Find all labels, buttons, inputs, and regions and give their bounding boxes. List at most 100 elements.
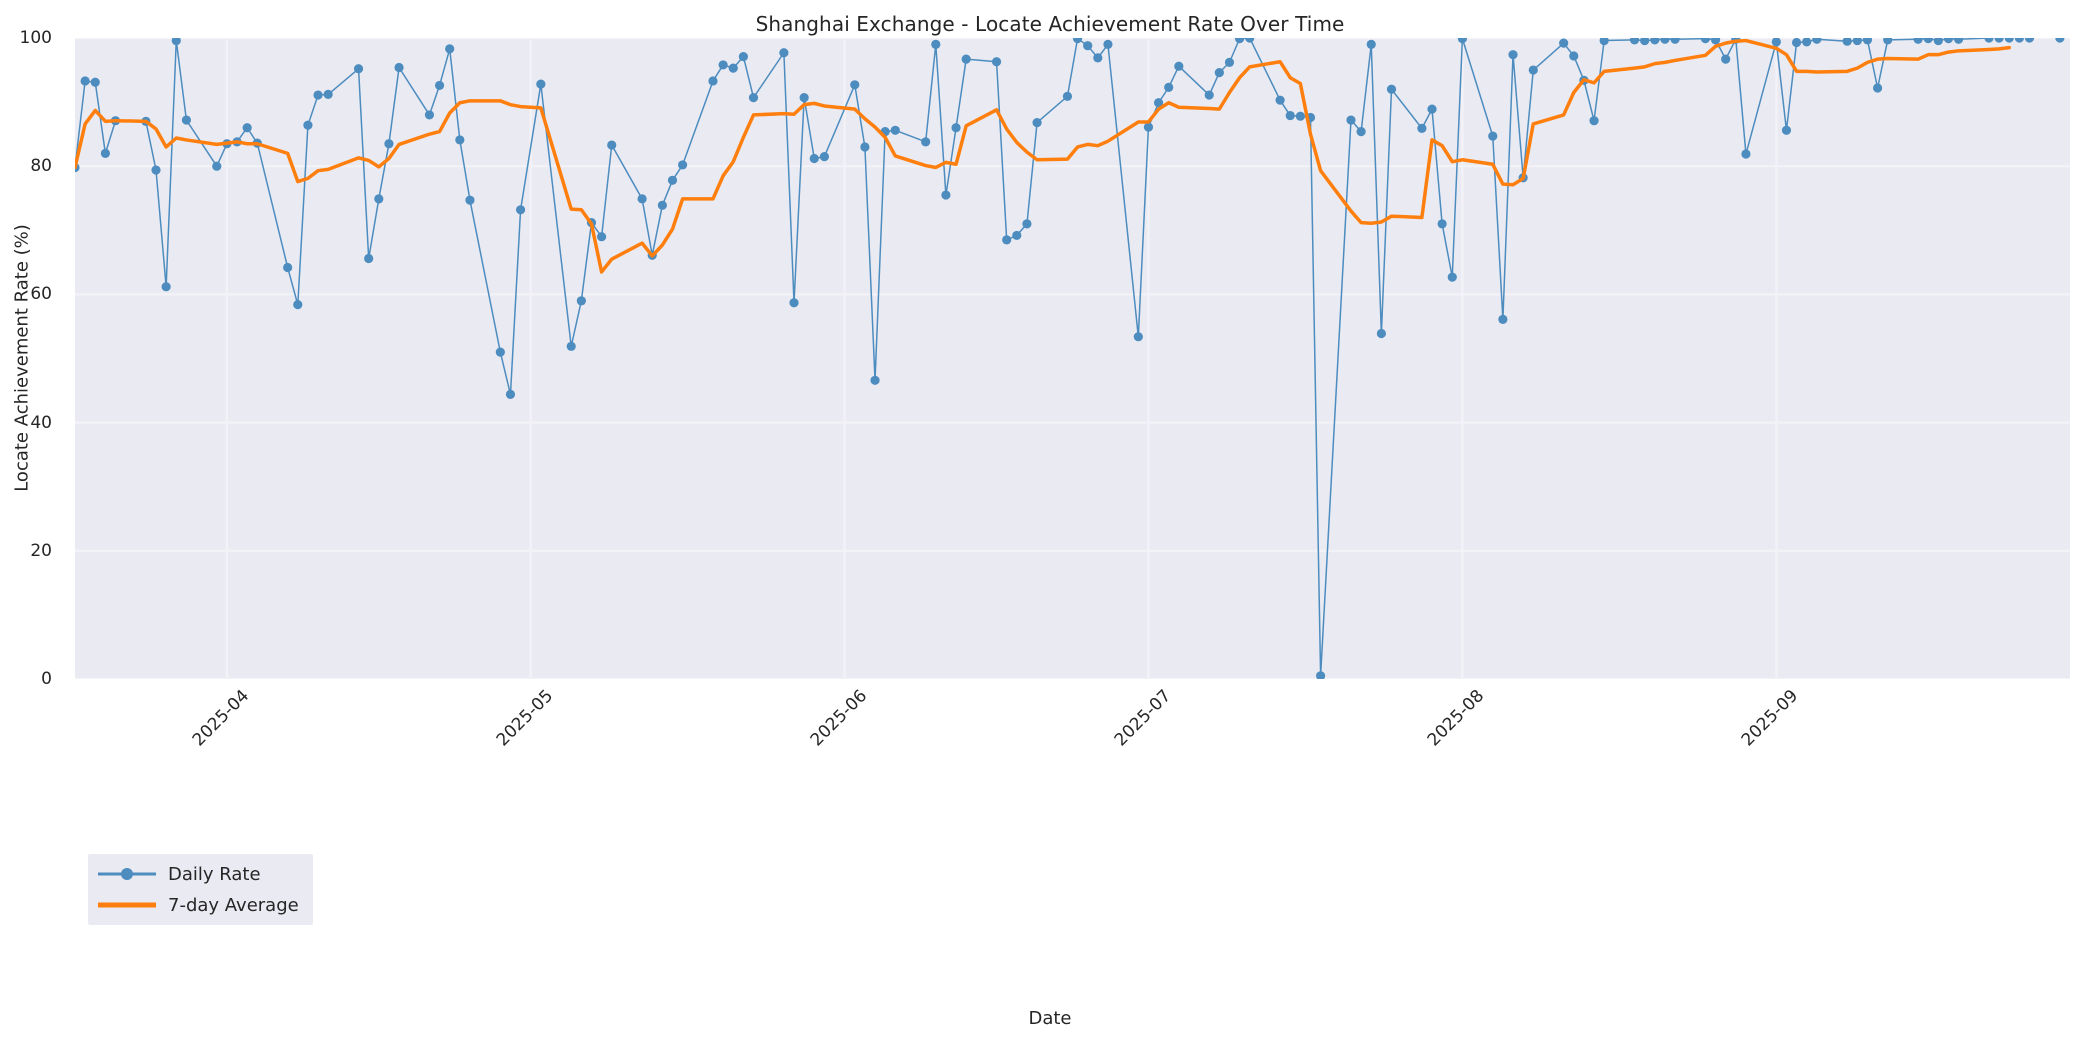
data-point-marker	[1923, 38, 1933, 44]
data-point-marker	[931, 39, 941, 50]
data-point-marker	[860, 142, 870, 152]
data-point-marker	[1528, 65, 1538, 75]
data-point-marker	[991, 57, 1002, 67]
data-point-marker	[748, 93, 759, 103]
data-point-marker	[576, 296, 586, 306]
data-point-marker	[718, 60, 728, 70]
legend-label: 7-day Average	[168, 894, 299, 916]
data-point-marker	[1022, 219, 1032, 229]
data-point-marker	[1721, 54, 1731, 64]
data-point-marker	[242, 123, 252, 133]
plot-area	[75, 38, 2070, 679]
data-point-marker	[1488, 131, 1498, 141]
data-point-marker	[374, 194, 384, 204]
data-point-marker	[1153, 98, 1164, 108]
data-point-marker	[1994, 38, 2004, 43]
data-point-marker	[1599, 38, 1609, 46]
data-point-marker	[1498, 314, 1508, 324]
data-point-marker	[1417, 123, 1427, 133]
data-point-marker	[1427, 104, 1437, 114]
data-point-marker	[505, 389, 516, 399]
data-point-marker	[1629, 38, 1640, 45]
data-point-marker	[1295, 111, 1305, 121]
data-point-marker	[941, 190, 951, 200]
data-point-marker	[445, 44, 455, 54]
data-point-marker	[1741, 149, 1751, 159]
data-point-marker	[1093, 53, 1103, 63]
data-point-marker	[1072, 38, 1083, 44]
data-point-marker	[283, 262, 293, 273]
data-point-marker	[1954, 38, 1964, 44]
data-point-marker	[1366, 39, 1376, 50]
data-point-marker	[1285, 110, 1295, 121]
data-point-marker	[657, 200, 667, 210]
data-point-marker	[779, 48, 789, 58]
data-point-marker	[384, 139, 394, 149]
data-point-marker	[1589, 116, 1599, 126]
data-point-marker	[1234, 38, 1245, 44]
legend-marker-icon	[121, 868, 133, 880]
legend-item[interactable]: Daily Rate	[98, 863, 299, 885]
data-point-marker	[151, 165, 161, 175]
data-point-marker	[728, 63, 738, 73]
data-point-marker	[1710, 38, 1721, 45]
data-point-marker	[637, 194, 647, 204]
data-point-marker	[1781, 125, 1792, 135]
data-point-marker	[1012, 230, 1022, 241]
data-point-marker	[1569, 51, 1579, 61]
data-point-marker	[394, 62, 404, 73]
data-point-marker	[1862, 38, 1873, 45]
data-point-marker	[1660, 38, 1670, 44]
data-point-marker	[1083, 41, 1093, 51]
data-point-marker	[2004, 38, 2014, 43]
data-point-marker	[1103, 39, 1113, 50]
legend-label: Daily Rate	[168, 863, 261, 885]
data-point-marker	[1771, 38, 1781, 47]
data-point-marker	[2055, 38, 2065, 43]
data-point-marker	[951, 123, 961, 133]
data-point-marker	[1984, 38, 1994, 43]
data-point-marker	[1670, 38, 1680, 44]
data-point-marker	[303, 120, 313, 130]
data-point-marker	[667, 175, 678, 185]
data-point-marker	[1640, 38, 1650, 46]
data-point-marker	[1002, 235, 1012, 245]
chart-title: Shanghai Exchange - Locate Achievement R…	[755, 12, 1345, 36]
data-point-marker	[566, 341, 576, 351]
data-point-marker	[536, 79, 546, 89]
data-point-marker	[1812, 38, 1822, 44]
legend-color-swatch	[98, 895, 156, 915]
data-point-marker	[181, 115, 191, 125]
legend-item[interactable]: 7-day Average	[98, 894, 299, 916]
data-point-marker	[1386, 84, 1397, 94]
data-point-marker	[1356, 126, 1366, 137]
data-point-marker	[161, 282, 171, 292]
data-point-marker	[1883, 38, 1893, 45]
data-point-marker	[171, 38, 181, 46]
data-point-marker	[1275, 95, 1285, 105]
data-point-marker	[100, 148, 110, 158]
x-axis-tick: 2025-09	[1738, 686, 1803, 751]
data-point-marker	[870, 375, 880, 385]
chart-canvas	[75, 38, 2070, 679]
data-point-marker	[1032, 118, 1042, 128]
data-point-marker	[961, 54, 971, 64]
data-point-marker	[1933, 38, 1943, 46]
data-point-marker	[313, 90, 323, 100]
data-point-marker	[2024, 38, 2035, 43]
data-point-marker	[921, 137, 931, 147]
x-axis-tick: 2025-05	[492, 686, 557, 751]
data-point-marker	[607, 140, 617, 150]
data-point-marker	[424, 110, 435, 120]
data-point-marker	[708, 76, 718, 86]
data-point-marker	[1133, 332, 1143, 342]
x-axis-tick: 2025-07	[1110, 686, 1175, 751]
y-axis-tick: 80	[30, 156, 52, 177]
data-point-marker	[1346, 115, 1356, 125]
data-point-marker	[1447, 272, 1457, 282]
data-point-marker	[2014, 38, 2024, 43]
data-point-marker	[515, 205, 526, 215]
data-point-marker	[455, 135, 465, 145]
data-point-marker	[1700, 38, 1711, 44]
